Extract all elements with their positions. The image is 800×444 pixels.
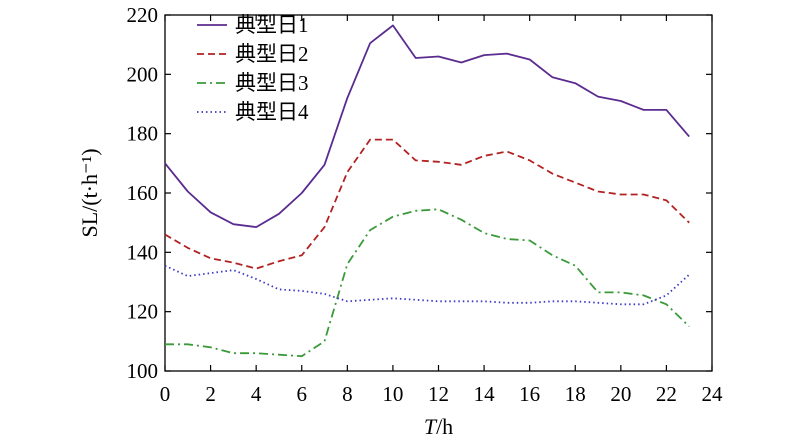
- y-tick-label: 120: [127, 300, 159, 324]
- x-tick-label: 20: [610, 382, 631, 406]
- x-axis-ticks: 0 2 4 6 8 10 12 14 16 18 20 22 24: [160, 15, 723, 406]
- x-tick-label: 24: [702, 382, 724, 406]
- y-axis-title: SL/(t·h⁻¹): [77, 148, 102, 237]
- y-axis-ticks: 100 120 140 160 180 200 220: [127, 3, 712, 383]
- x-axis-title: T/h: [424, 414, 453, 439]
- x-tick-label: 12: [428, 382, 449, 406]
- series-line-2: [164, 138, 690, 270]
- y-tick-label: 220: [127, 3, 159, 27]
- x-tick-label: 8: [342, 382, 353, 406]
- y-tick-label: 160: [127, 181, 159, 205]
- y-tick-label: 100: [127, 359, 159, 383]
- y-tick-label: 200: [127, 62, 159, 86]
- y-tick-label: 140: [127, 240, 159, 264]
- x-tick-label: 18: [565, 382, 586, 406]
- x-tick-label: 2: [205, 382, 216, 406]
- series-lines: [164, 24, 690, 358]
- x-tick-label: 14: [474, 382, 496, 406]
- legend-label-4: 典型日4: [235, 100, 309, 124]
- x-tick-label: 16: [519, 382, 540, 406]
- plot-frame: [164, 14, 713, 372]
- legend: 典型日1 典型日2 典型日3 典型日4: [197, 13, 309, 124]
- legend-label-2: 典型日2: [235, 42, 309, 66]
- x-tick-label: 0: [160, 382, 171, 406]
- x-tick-label: 6: [297, 382, 308, 406]
- x-tick-label: 22: [656, 382, 677, 406]
- plot-area-border: [164, 14, 713, 372]
- series-line-4: [164, 264, 690, 306]
- x-tick-label: 4: [251, 382, 262, 406]
- legend-label-1: 典型日1: [235, 13, 309, 37]
- legend-label-3: 典型日3: [235, 71, 309, 95]
- x-tick-label: 10: [382, 382, 403, 406]
- series-line-1: [164, 24, 690, 229]
- y-tick-label: 180: [127, 122, 159, 146]
- series-line-3: [165, 208, 690, 358]
